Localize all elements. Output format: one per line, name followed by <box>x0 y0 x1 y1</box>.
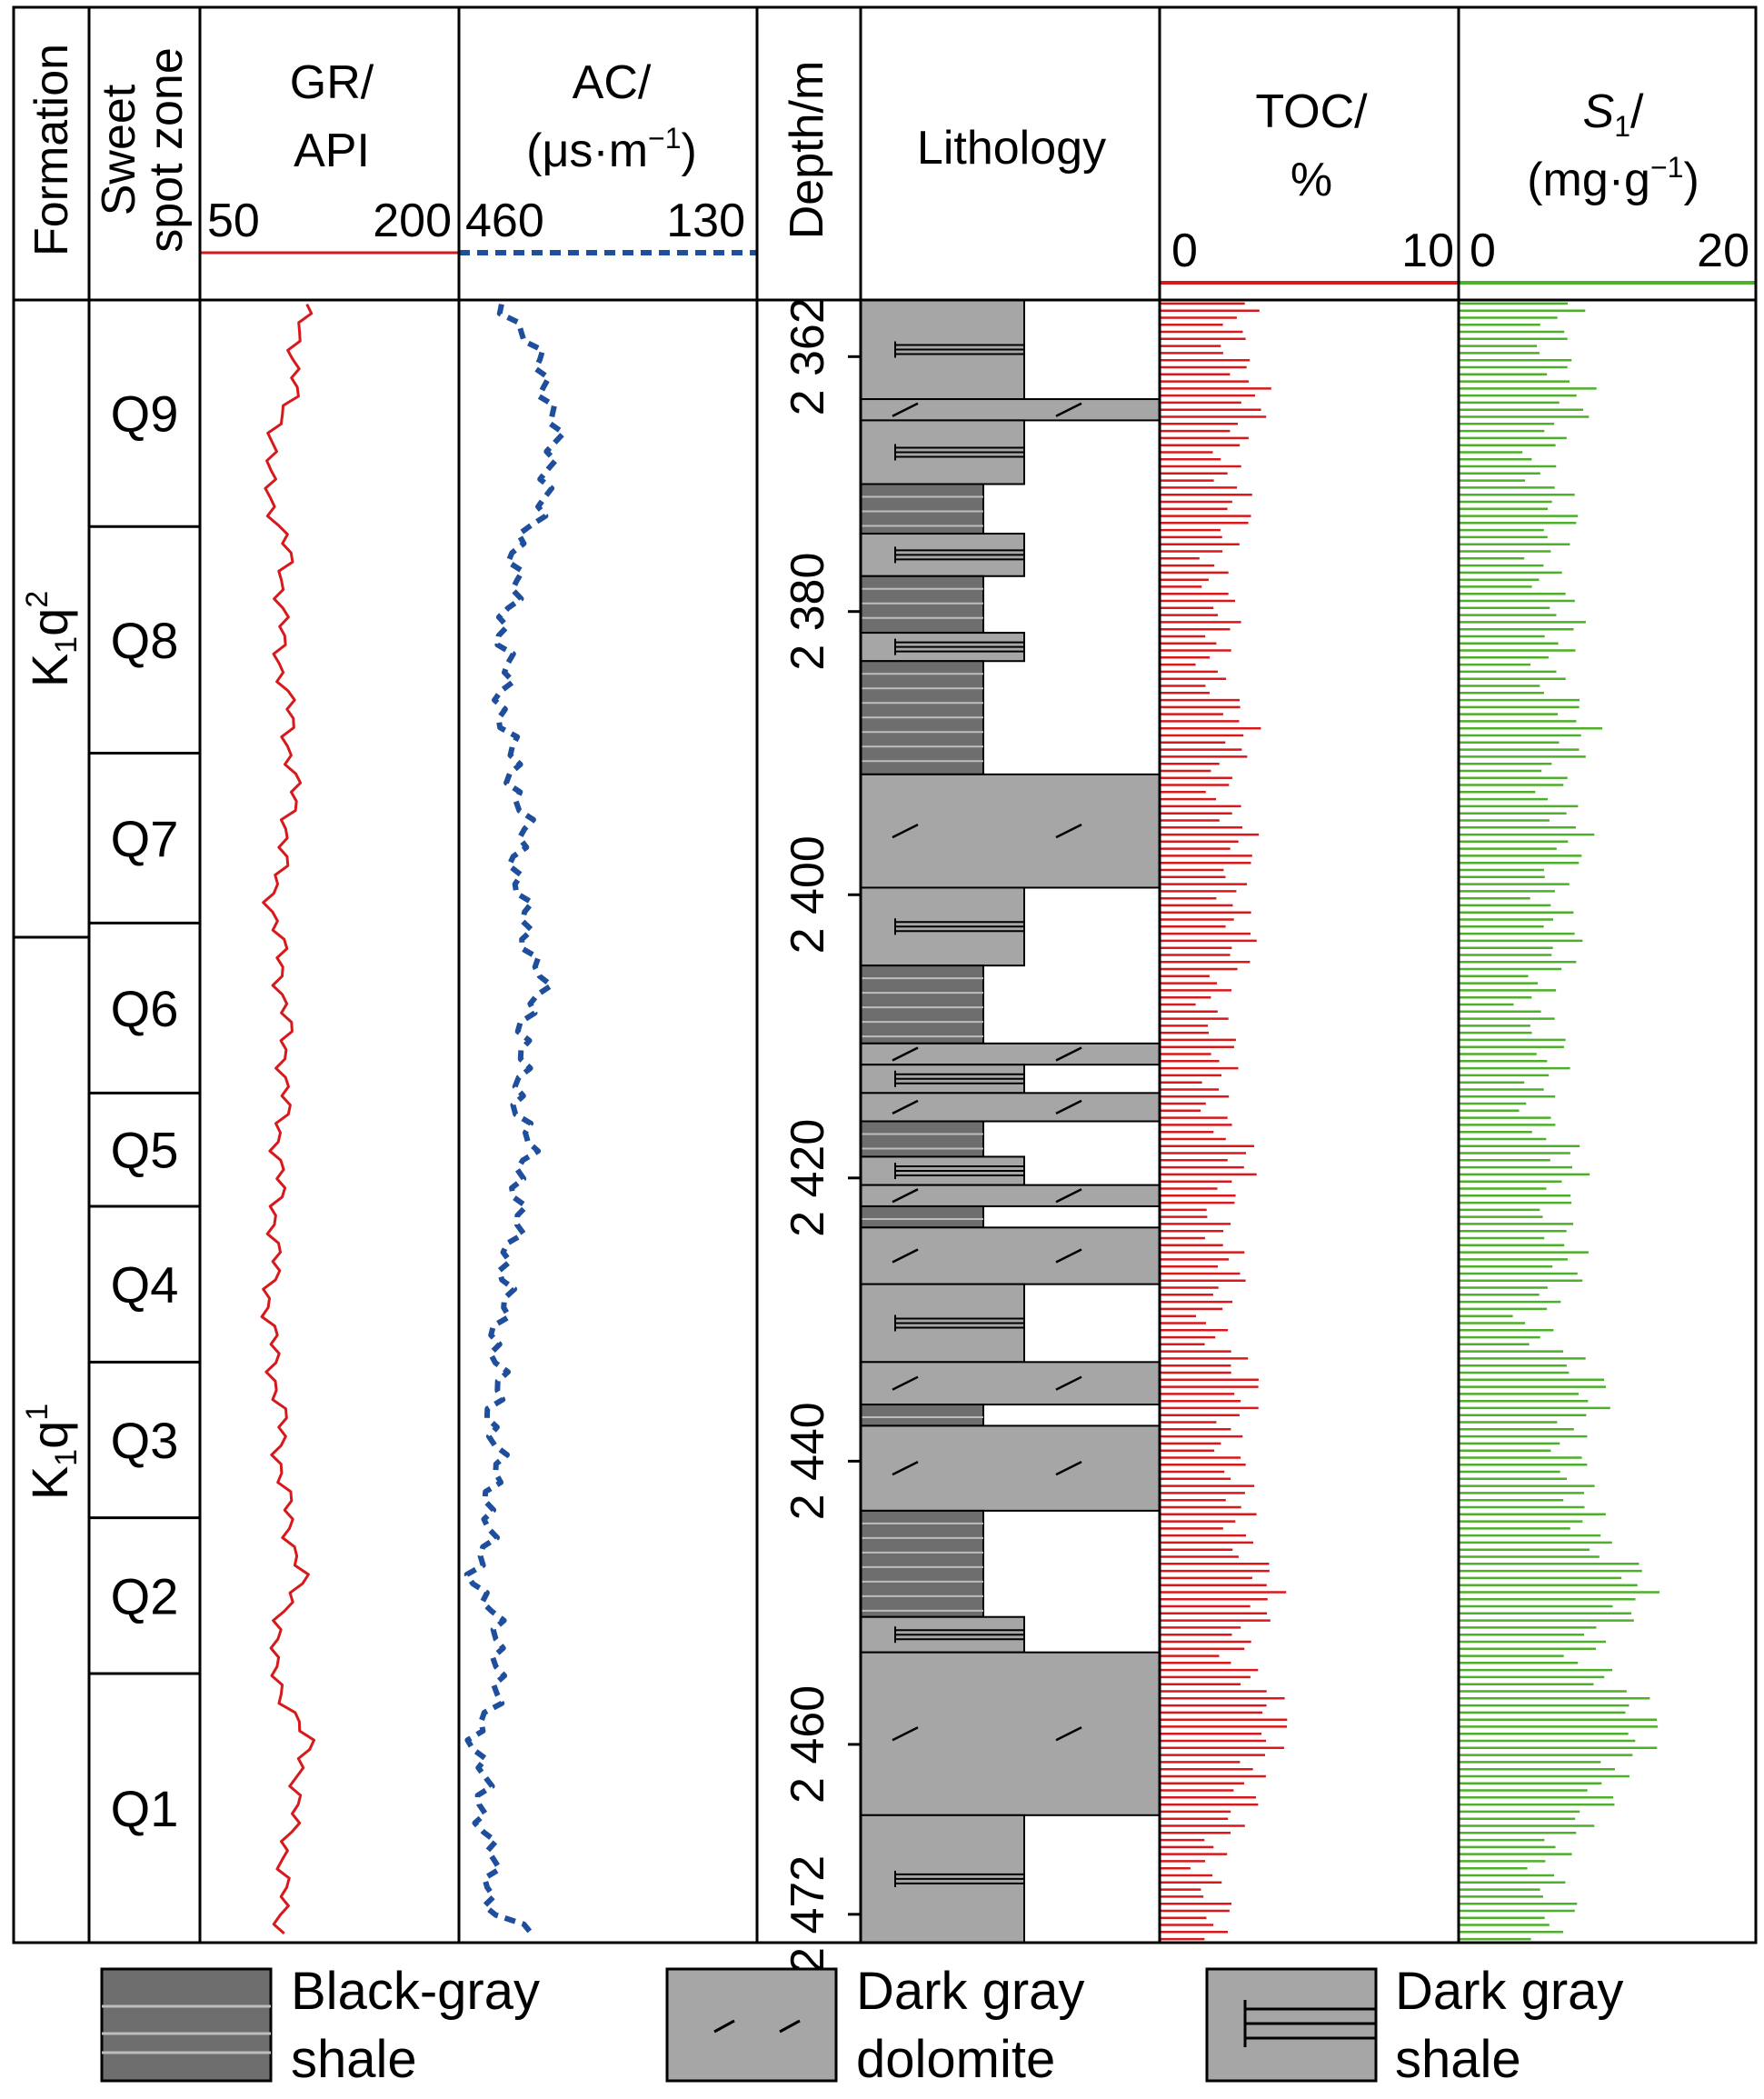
formation-labels: K1q2 K1q1 <box>20 591 84 1500</box>
legend-item-black-gray-shale: Black-gray shale <box>100 1962 540 2089</box>
litho-dolomite-mark <box>1055 1188 1082 1204</box>
depth-label: 2 420 <box>782 1119 834 1237</box>
legend-label-1-line1: Black-gray <box>291 1962 540 2021</box>
lithology-header: Lithology <box>917 122 1106 175</box>
ac-header-line1: AC/ <box>573 56 652 109</box>
legend-label-3-line2: shale <box>1395 2030 1521 2089</box>
litho-bed-black-gray-shale <box>860 1204 984 1229</box>
formation-header: Formation <box>25 44 78 256</box>
depth-label: 2 460 <box>782 1685 834 1804</box>
sweet-spot-zones: Q9 Q8 Q7 Q6 Q5 Q4 Q3 Q2 Q1 <box>14 385 200 1837</box>
depth-label: 2 380 <box>782 553 834 671</box>
geochem-bars <box>1160 302 1660 1941</box>
s1-scale-min: 0 <box>1470 225 1496 277</box>
zone-label-q9: Q9 <box>111 385 179 443</box>
zone-label-q3: Q3 <box>111 1412 179 1469</box>
litho-bed-black-gray-shale <box>860 1404 984 1427</box>
litho-dolomite-mark <box>892 1375 919 1391</box>
outer-border <box>12 5 1758 1944</box>
gr-header-line2: API <box>294 125 370 177</box>
legend-item-dark-gray-shale: Dark gray shale <box>1205 1962 1623 2089</box>
litho-dolomite-mark <box>1055 1248 1082 1264</box>
litho-bed-dark-gray-dolomite <box>860 1424 1161 1512</box>
toc-scale-max: 10 <box>1401 225 1454 277</box>
litho-bed-dark-gray-dolomite <box>860 1226 1161 1285</box>
depth-label: 2 440 <box>782 1402 834 1520</box>
formation-k1q2-label: K1q2 <box>20 591 84 687</box>
litho-dolomite-mark <box>892 1188 919 1204</box>
formation-k1q1-label: K1q1 <box>20 1404 84 1500</box>
legend-dolomite-mark <box>779 2019 801 2034</box>
zone-label-q1: Q1 <box>111 1780 179 1837</box>
log-curves <box>200 250 1756 1935</box>
depth-label: 2 362 <box>782 297 834 415</box>
litho-bed-black-gray-shale <box>860 575 984 635</box>
litho-bed-black-gray-shale <box>860 965 984 1045</box>
ac-curve <box>463 304 567 1935</box>
litho-dolomite-mark <box>1055 824 1082 839</box>
legend: Black-gray shale Dark gray dolomite Dark… <box>100 1962 1623 2089</box>
depth-header: Depth/m <box>781 61 833 240</box>
zone-label-q5: Q5 <box>111 1122 179 1179</box>
table-frame <box>12 5 1758 1944</box>
litho-bed-black-gray-shale <box>860 1120 984 1158</box>
sweet-spot-header-line1: Sweet <box>93 84 145 215</box>
legend-label-3-line1: Dark gray <box>1395 1962 1623 2021</box>
gr-scale-min: 50 <box>207 195 260 247</box>
ac-scale-left: 460 <box>465 195 544 247</box>
litho-dolomite-mark <box>892 1726 919 1742</box>
legend-swatch-dark-gray-dolomite <box>665 1967 838 2083</box>
zone-label-q7: Q7 <box>111 810 179 867</box>
litho-dolomite-mark <box>892 1248 919 1264</box>
depth-label: 2 472 <box>782 1855 834 1974</box>
toc-scale-min: 0 <box>1171 225 1198 277</box>
toc-header-line2: % <box>1291 154 1332 206</box>
s1-header-line1: S1/ <box>1583 85 1644 143</box>
litho-dolomite-mark <box>892 1046 919 1062</box>
litho-dolomite-mark <box>1055 402 1082 417</box>
legend-label-2-line1: Dark gray <box>856 1962 1084 2021</box>
zone-label-q6: Q6 <box>111 980 179 1037</box>
s1-header-line2: (mg·g−1) <box>1527 151 1699 206</box>
litho-bed-dark-gray-dolomite <box>860 1361 1161 1406</box>
gr-header-line1: GR/ <box>290 56 374 109</box>
legend-label-2-line2: dolomite <box>856 2030 1055 2089</box>
zone-label-q2: Q2 <box>111 1567 179 1624</box>
litho-dolomite-mark <box>892 1099 919 1115</box>
depth-labels: 2 362 2 380 2 400 2 420 2 440 2 460 2 472 <box>782 297 861 1974</box>
litho-bed-dark-gray-dolomite <box>860 773 1161 889</box>
legend-item-dark-gray-dolomite: Dark gray dolomite <box>665 1962 1084 2089</box>
litho-dolomite-mark <box>892 402 919 417</box>
litho-dolomite-mark <box>1055 1375 1082 1391</box>
depth-label: 2 400 <box>782 835 834 954</box>
zone-label-q4: Q4 <box>111 1256 179 1314</box>
s1-scale-max: 20 <box>1697 225 1749 277</box>
litho-dolomite-mark <box>1055 1461 1082 1476</box>
litho-dolomite-mark <box>1055 1726 1082 1742</box>
litho-dolomite-mark <box>1055 1046 1082 1062</box>
ac-header-line2: (μs·m−1) <box>526 122 697 177</box>
lithology-column <box>860 299 1161 1944</box>
legend-label-1-line2: shale <box>291 2030 417 2089</box>
litho-dolomite-mark <box>892 824 919 839</box>
toc-header-line1: TOC/ <box>1255 85 1368 138</box>
litho-bed-black-gray-shale <box>860 1509 984 1618</box>
sweet-spot-header-line2: spot zone <box>140 47 193 253</box>
column-headers: Formation Sweet spot zone GR/ API 50 200… <box>25 44 1749 277</box>
legend-swatch-black-gray-shale <box>100 1967 273 2083</box>
legend-dolomite-mark <box>713 2019 735 2034</box>
zone-label-q8: Q8 <box>111 612 179 669</box>
gr-curve <box>260 304 315 1935</box>
litho-dolomite-mark <box>892 1461 919 1476</box>
ac-scale-right: 130 <box>666 195 745 247</box>
litho-dolomite-mark <box>1055 1099 1082 1115</box>
gr-scale-max: 200 <box>373 195 452 247</box>
